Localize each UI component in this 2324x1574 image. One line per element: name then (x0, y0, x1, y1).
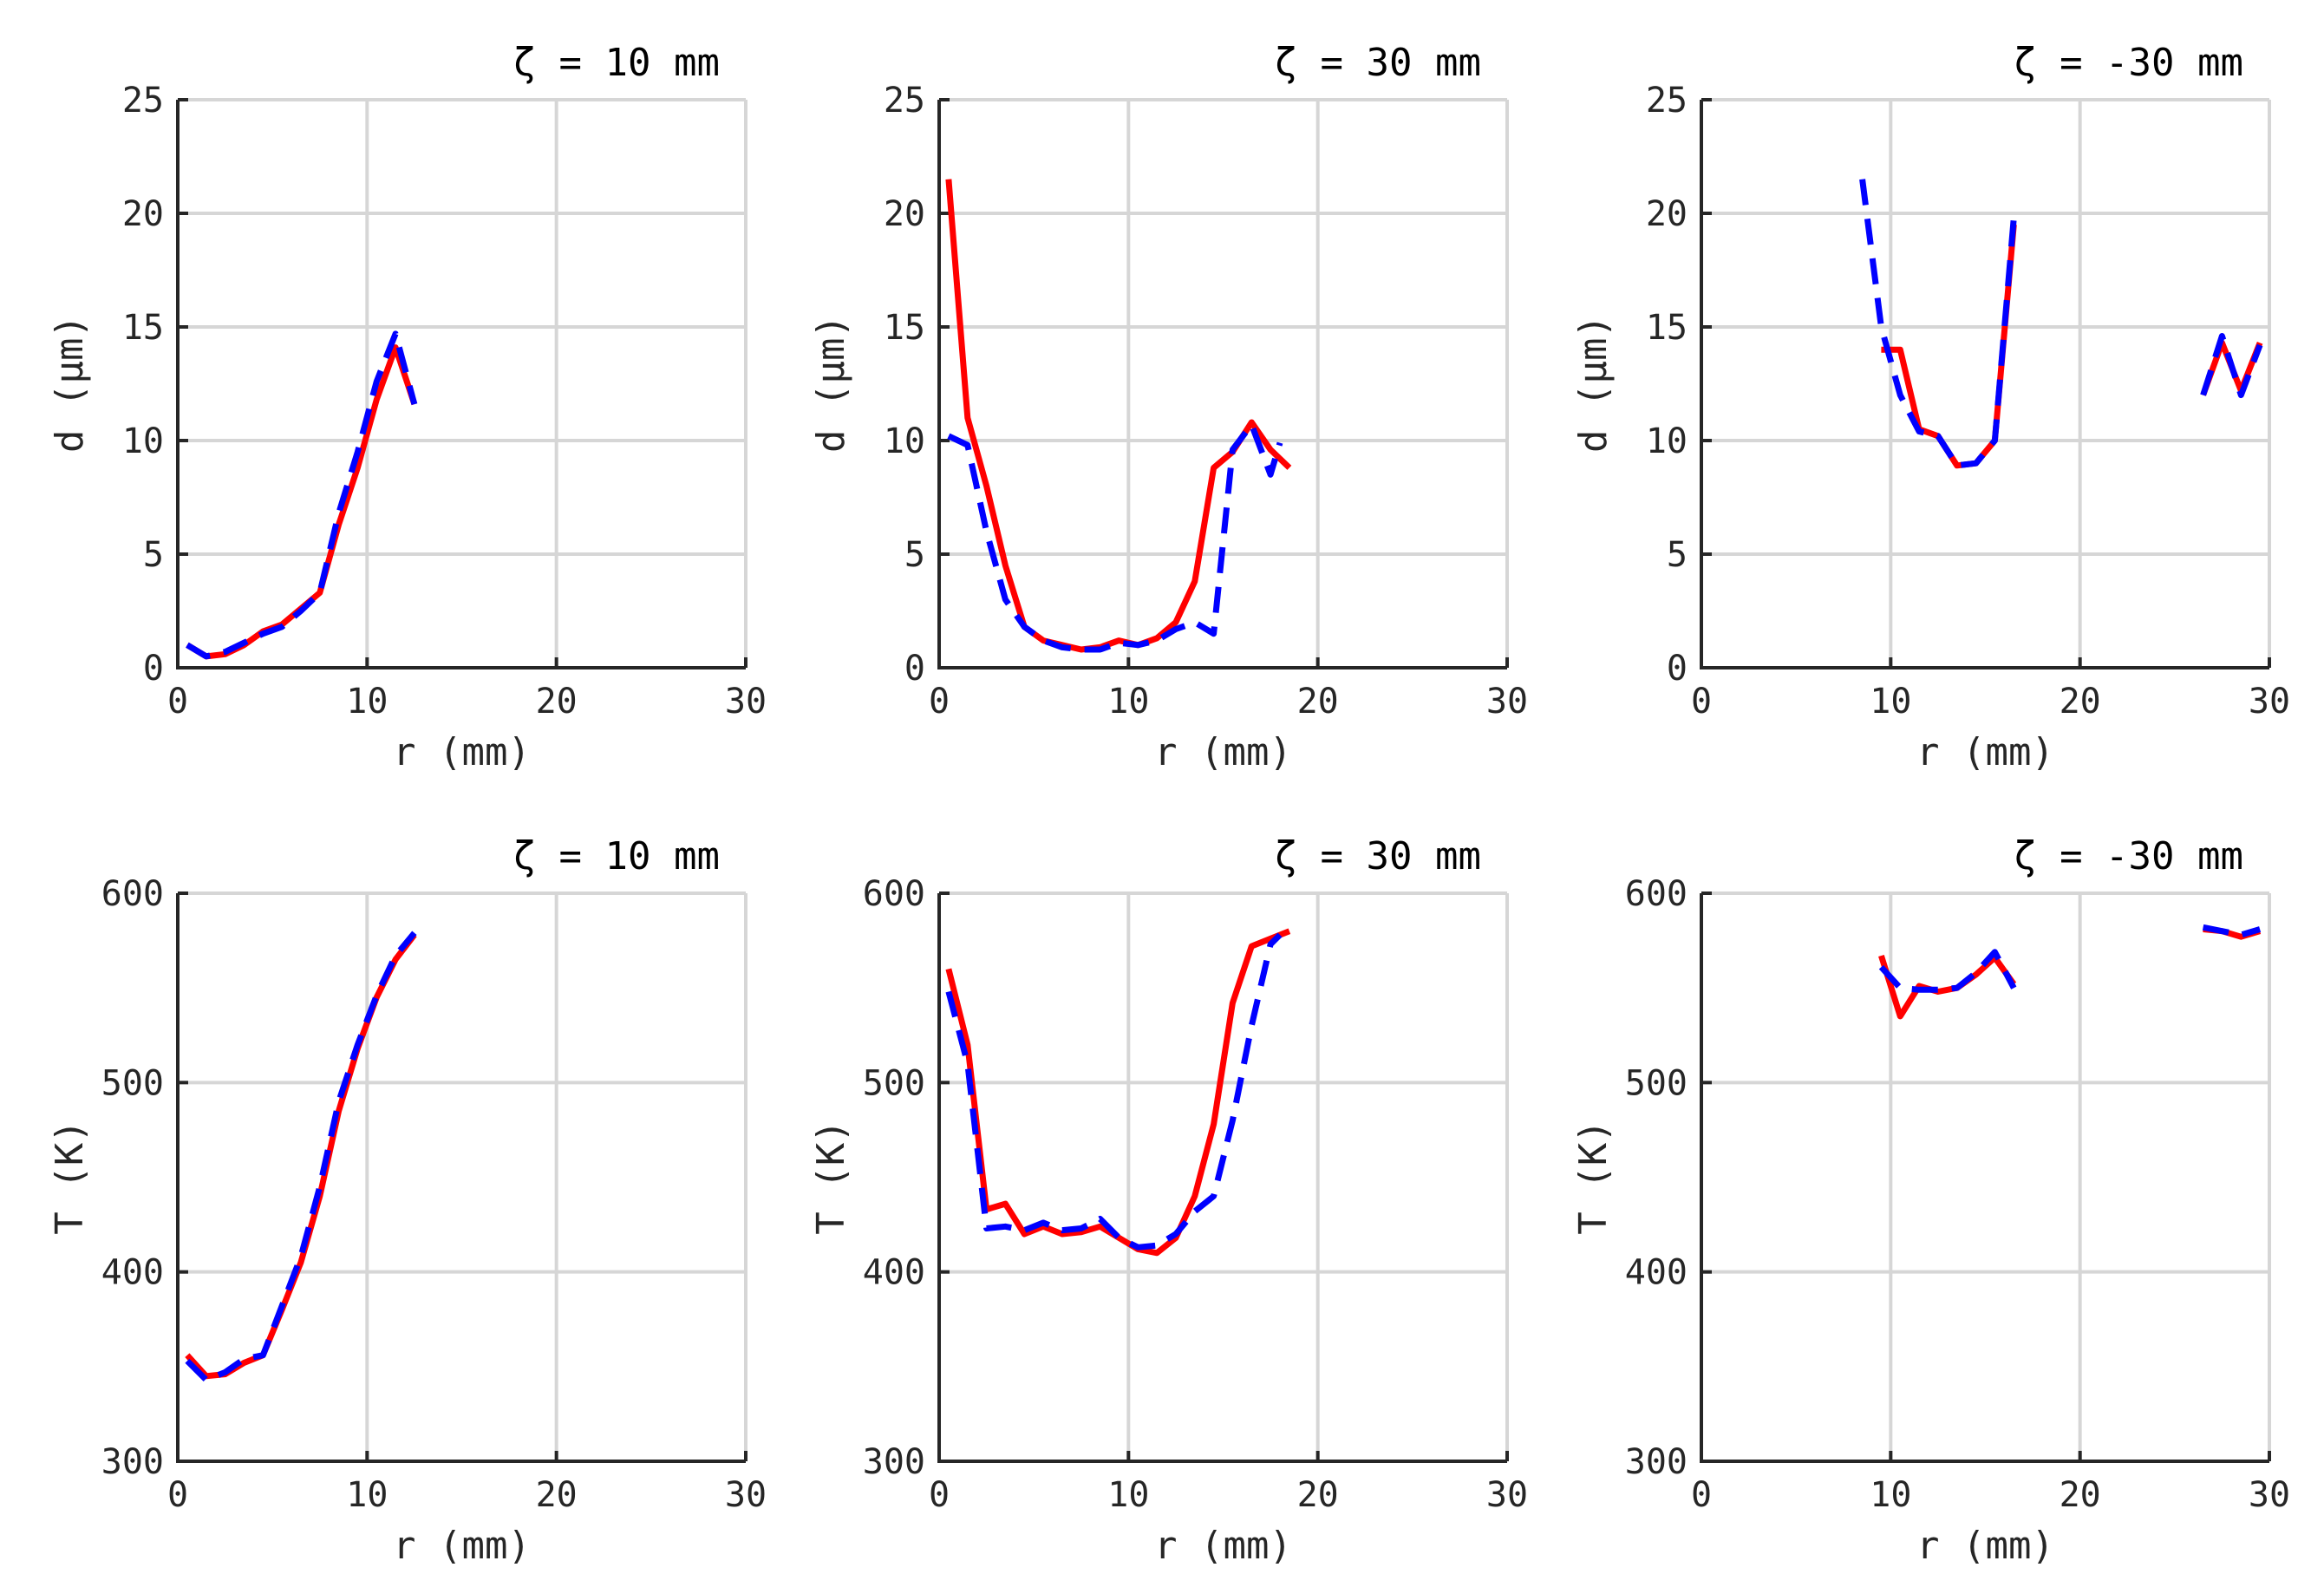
y-axis-label: d (μm) (48, 315, 92, 453)
y-axis-label: T (K) (809, 1120, 853, 1234)
y-tick-label: 300 (1625, 1442, 1688, 1482)
dashed-blue-line-segment-1 (1878, 949, 2017, 993)
y-tick-label: 500 (863, 1063, 925, 1103)
dashed-blue-line (186, 330, 418, 660)
dashed-blue-line (185, 931, 417, 1383)
y-tick-label: 15 (884, 308, 925, 348)
subplot-title: ζ = 10 mm (513, 834, 720, 878)
y-tick-label: 5 (143, 535, 164, 575)
y-tick-label: 20 (122, 194, 164, 234)
x-tick-label: 30 (1486, 682, 1528, 722)
x-tick-label: 0 (167, 1475, 188, 1515)
subplot-title: ζ = -30 mm (2014, 834, 2243, 878)
subplot-title: ζ = 30 mm (1275, 41, 1481, 85)
x-tick-label: 0 (167, 682, 188, 722)
x-tick-label: 10 (346, 1475, 388, 1515)
subplot-4: 0 10 20 30 300 400 500 600 r (mm) T (K) ζ = 10 mm (48, 834, 767, 1568)
x-axis-label: r (mm) (393, 730, 531, 774)
dashed-blue-line-segment-1 (1859, 179, 2017, 469)
y-tick-label: 25 (122, 81, 164, 121)
subplot-1: 0 10 20 30 0 5 10 15 20 25 r (mm) d (μm) ζ = 10 mm (48, 41, 767, 774)
y-axis-label: T (K) (48, 1120, 92, 1234)
y-axis-label: d (μm) (809, 315, 853, 453)
y-tick-label: 300 (101, 1442, 164, 1482)
y-axis-label: T (K) (1571, 1120, 1616, 1234)
y-tick-label: 25 (1646, 81, 1688, 121)
y-tick-label: 20 (1646, 194, 1688, 234)
solid-red-line (945, 928, 1291, 1257)
axes-frame (937, 100, 1507, 669)
x-tick-label: 20 (2060, 1475, 2101, 1515)
x-tick-label: 0 (929, 1475, 950, 1515)
x-tick-label: 10 (1107, 1475, 1149, 1515)
y-tick-label: 10 (1646, 421, 1688, 461)
x-tick-label: 0 (929, 682, 950, 722)
x-tick-label: 30 (1486, 1475, 1528, 1515)
dashed-blue-line-segment-2 (2202, 924, 2262, 938)
solid-red-line-segment-1 (1878, 954, 2017, 1020)
y-tick-label: 0 (1667, 649, 1688, 689)
y-tick-label: 25 (884, 81, 925, 121)
x-tick-label: 0 (1691, 682, 1712, 722)
x-axis-label: r (mm) (1154, 730, 1292, 774)
solid-red-line (945, 179, 1292, 653)
x-tick-label: 0 (1691, 1475, 1712, 1515)
dashed-blue-line (945, 932, 1283, 1251)
x-tick-label: 20 (536, 682, 578, 722)
axes-frame (176, 100, 746, 669)
y-tick-label: 500 (101, 1063, 164, 1103)
subplot-6: 0 10 20 30 300 400 500 600 r (mm) T (K) ζ = -30 mm (1571, 834, 2290, 1568)
x-tick-label: 10 (346, 682, 388, 722)
y-tick-label: 0 (904, 649, 925, 689)
y-tick-label: 10 (122, 421, 164, 461)
subplot-5: 0 10 20 30 300 400 500 600 r (mm) T (K) ζ = 30 mm (809, 834, 1528, 1568)
subplot-title: ζ = 30 mm (1275, 834, 1481, 878)
dashed-blue-line-segment-2 (2200, 333, 2263, 399)
y-tick-label: 600 (101, 874, 164, 914)
x-axis-label: r (mm) (1916, 1524, 2054, 1568)
x-tick-label: 20 (1297, 682, 1339, 722)
x-tick-label: 20 (2060, 682, 2101, 722)
subplot-2: 0 10 20 30 0 5 10 15 20 25 r (mm) d (μm) ζ = 30 mm (809, 41, 1528, 774)
y-tick-label: 5 (904, 535, 925, 575)
y-tick-label: 600 (1625, 874, 1688, 914)
y-tick-label: 15 (122, 308, 164, 348)
y-tick-label: 0 (143, 649, 164, 689)
axes-frame (1700, 100, 2269, 669)
x-tick-label: 20 (536, 1475, 578, 1515)
y-tick-label: 500 (1625, 1063, 1688, 1103)
y-tick-label: 600 (863, 874, 925, 914)
subplot-title: ζ = -30 mm (2014, 41, 2243, 85)
axes-frame (176, 893, 746, 1463)
y-tick-label: 400 (1625, 1253, 1688, 1293)
axes-frame (937, 893, 1507, 1463)
y-tick-label: 400 (863, 1253, 925, 1293)
x-tick-label: 30 (725, 682, 767, 722)
y-tick-label: 20 (884, 194, 925, 234)
x-tick-label: 30 (2249, 682, 2290, 722)
subplot-title: ζ = 10 mm (513, 41, 720, 85)
x-axis-label: r (mm) (393, 1524, 531, 1568)
subplot-3: 0 10 20 30 0 5 10 15 20 25 r (mm) d (μm) ζ = -30 mm (1571, 41, 2290, 774)
solid-red-line (185, 932, 417, 1380)
x-tick-label: 30 (725, 1475, 767, 1515)
x-tick-label: 20 (1297, 1475, 1339, 1515)
y-tick-label: 300 (863, 1442, 925, 1482)
y-axis-label: d (μm) (1571, 315, 1616, 453)
y-tick-label: 15 (1646, 308, 1688, 348)
x-axis-label: r (mm) (1916, 730, 2054, 774)
y-tick-label: 400 (101, 1253, 164, 1293)
x-tick-label: 10 (1870, 1475, 1911, 1515)
dashed-blue-line (947, 421, 1283, 653)
y-tick-label: 10 (884, 421, 925, 461)
axes-frame (1700, 893, 2269, 1463)
y-tick-label: 5 (1667, 535, 1688, 575)
x-tick-label: 30 (2249, 1475, 2290, 1515)
x-tick-label: 10 (1870, 682, 1911, 722)
x-axis-label: r (mm) (1154, 1524, 1292, 1568)
x-tick-label: 10 (1107, 682, 1149, 722)
